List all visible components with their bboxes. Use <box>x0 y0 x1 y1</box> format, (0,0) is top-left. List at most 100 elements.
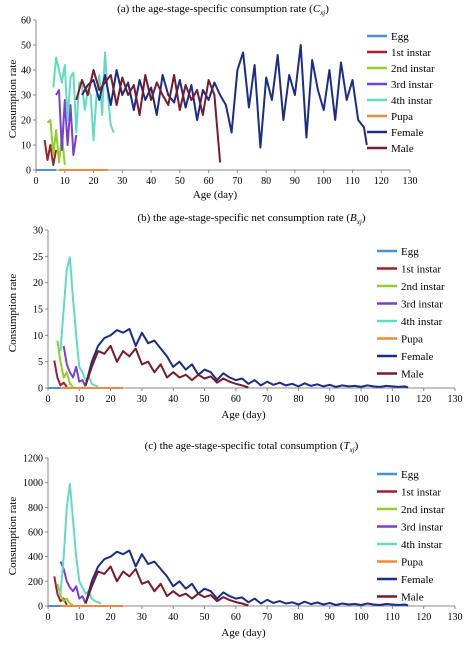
x-tick-label: 100 <box>354 394 369 405</box>
x-tick-label: 40 <box>146 176 156 187</box>
y-axis-label: Consumption rate <box>7 497 19 576</box>
y-tick-label: 10 <box>21 141 31 152</box>
series-line-female <box>84 328 409 389</box>
chart-title-text: (a) the age-stage-specific consumption r… <box>117 3 313 15</box>
y-tick-label: 200 <box>28 577 43 588</box>
y-tick-label: 20 <box>21 116 31 127</box>
series-line-3rd-instar <box>55 89 78 156</box>
legend-label-3rd-instar: 3rd instar <box>401 522 443 534</box>
x-tick-label: 0 <box>46 612 51 623</box>
chart-title-subscript: xj <box>319 9 325 17</box>
chart-title: (b) the age-stage-specific net consumpti… <box>137 212 365 226</box>
legend: Egg 1st instar 2nd instar 3rd instar 4th ins… <box>377 246 445 381</box>
legend-label-male: Male <box>401 592 424 604</box>
y-tick-label: 800 <box>28 503 43 514</box>
x-tick-label: 120 <box>374 176 389 187</box>
y-tick-label: 30 <box>21 91 31 102</box>
legend-label-4th-instar: 4th instar <box>391 95 433 107</box>
y-tick-label: 30 <box>33 226 43 237</box>
x-tick-label: 90 <box>325 394 335 405</box>
x-tick-label: 80 <box>293 612 303 623</box>
x-axis-label: Age (day) <box>221 409 266 421</box>
legend-label-egg: Egg <box>391 31 409 43</box>
x-tick-label: 100 <box>354 612 369 623</box>
chart-title-subscript: xj <box>349 446 355 454</box>
x-axis-label: Age (day) <box>221 627 266 639</box>
y-tick-label: 0 <box>38 384 43 395</box>
chart-title-symbol: C <box>313 3 321 15</box>
series-line-male <box>84 565 249 607</box>
x-tick-label: 80 <box>261 176 271 187</box>
x-tick-label: 40 <box>168 394 178 405</box>
x-tick-label: 20 <box>89 176 99 187</box>
chart-title-suffix: ) <box>362 212 366 224</box>
y-tick-label: 10 <box>33 331 43 342</box>
legend-label-3rd-instar: 3rd instar <box>391 79 433 91</box>
chart-title-suffix: ) <box>355 440 359 452</box>
y-tick-label: 15 <box>33 305 43 316</box>
chart-title-suffix: ) <box>325 3 329 15</box>
y-tick-label: 60 <box>21 16 31 27</box>
legend: Egg 1st instar 2nd instar 3rd instar 4th ins… <box>377 469 445 604</box>
chart-title-text: (b) the age-stage-specific net consumpti… <box>137 212 350 224</box>
chart-title: (c) the age-stage-specific total consump… <box>145 440 359 454</box>
y-tick-label: 50 <box>21 41 31 52</box>
x-tick-label: 10 <box>74 394 84 405</box>
y-axis-label: Consumption rate <box>7 60 19 139</box>
x-tick-label: 60 <box>204 176 214 187</box>
y-tick-label: 400 <box>28 552 43 563</box>
legend-label-1st-instar: 1st instar <box>401 487 441 499</box>
x-tick-label: 30 <box>117 176 127 187</box>
x-tick-label: 80 <box>293 394 303 405</box>
x-tick-label: 130 <box>448 612 463 623</box>
x-tick-label: 70 <box>232 176 242 187</box>
legend-label-2nd-instar: 2nd instar <box>401 504 445 516</box>
legend-label-pupa: Pupa <box>401 557 423 569</box>
legend-label-female: Female <box>401 574 433 586</box>
series-line-4th-instar <box>59 256 99 388</box>
x-tick-label: 30 <box>137 394 147 405</box>
series-line-1st-instar <box>53 360 68 388</box>
legend-label-egg: Egg <box>401 469 419 481</box>
legend-label-pupa: Pupa <box>401 334 423 346</box>
y-tick-label: 1000 <box>23 478 43 489</box>
y-tick-label: 40 <box>21 66 31 77</box>
series-line-3rd-instar <box>62 345 87 387</box>
y-tick-label: 0 <box>26 166 31 177</box>
y-axis-label: Consumption rate <box>7 274 19 353</box>
legend-label-female: Female <box>401 351 433 363</box>
y-tick-label: 5 <box>38 357 43 368</box>
x-tick-label: 10 <box>60 176 70 187</box>
x-tick-label: 90 <box>325 612 335 623</box>
legend: Egg 1st instar 2nd instar 3rd instar 4th ins… <box>367 31 435 155</box>
series-line-male <box>75 69 222 163</box>
legend-label-2nd-instar: 2nd instar <box>391 63 435 75</box>
legend-label-2nd-instar: 2nd instar <box>401 281 445 293</box>
chart-panel-3: (c) the age-stage-specific total consump… <box>7 440 463 639</box>
x-tick-label: 130 <box>403 176 418 187</box>
legend-label-egg: Egg <box>401 246 419 258</box>
series-line-1st-instar <box>43 139 58 166</box>
series-line-female <box>84 549 409 607</box>
x-tick-label: 10 <box>74 612 84 623</box>
legend-label-4th-instar: 4th instar <box>401 539 443 551</box>
x-tick-label: 60 <box>231 394 241 405</box>
y-tick-label: 0 <box>38 602 43 613</box>
x-tick-label: 70 <box>262 612 272 623</box>
chart-title-subscript: xj <box>356 218 362 226</box>
x-tick-label: 30 <box>137 612 147 623</box>
x-tick-label: 20 <box>106 394 116 405</box>
chart-title-text: (c) the age-stage-specific total consump… <box>145 440 344 452</box>
legend-label-male: Male <box>401 369 424 381</box>
series-line-4th-instar <box>59 482 102 605</box>
x-tick-label: 120 <box>416 394 431 405</box>
chart-title: (a) the age-stage-specific consumption r… <box>117 3 329 17</box>
x-tick-label: 50 <box>200 612 210 623</box>
x-tick-label: 50 <box>175 176 185 187</box>
y-tick-label: 1200 <box>23 454 43 465</box>
legend-label-male: Male <box>391 143 414 155</box>
legend-label-4th-instar: 4th instar <box>401 316 443 328</box>
x-tick-label: 90 <box>290 176 300 187</box>
chart-panel-2: (b) the age-stage-specific net consumpti… <box>7 212 463 421</box>
x-tick-label: 60 <box>231 612 241 623</box>
